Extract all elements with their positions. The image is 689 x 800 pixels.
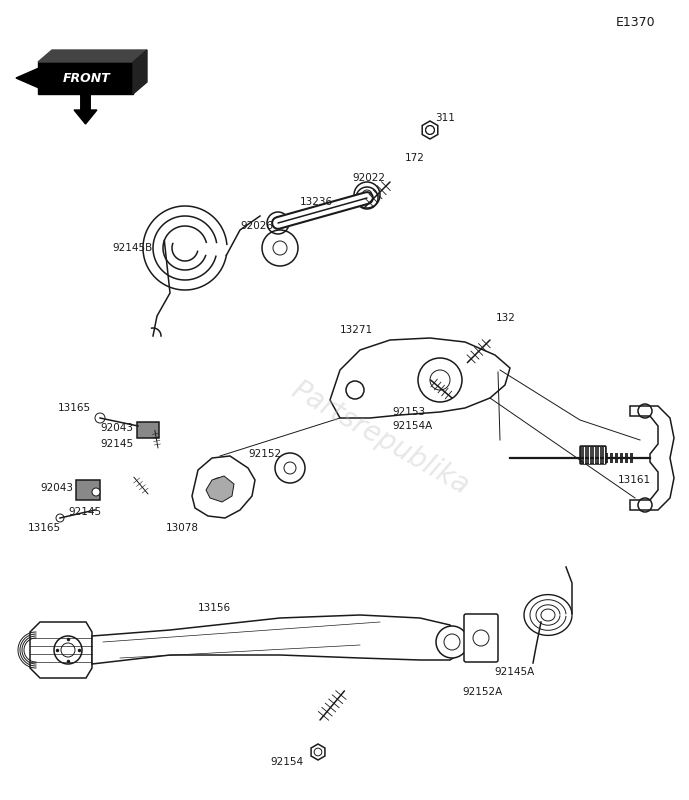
Text: 92043: 92043 bbox=[40, 483, 73, 493]
FancyBboxPatch shape bbox=[76, 480, 100, 500]
FancyBboxPatch shape bbox=[610, 453, 613, 463]
Text: 92043: 92043 bbox=[100, 423, 133, 433]
Text: 13161: 13161 bbox=[618, 475, 651, 485]
Text: 92145A: 92145A bbox=[494, 667, 534, 677]
Text: FRONT: FRONT bbox=[63, 71, 111, 85]
Text: 132: 132 bbox=[496, 313, 516, 323]
Polygon shape bbox=[38, 62, 133, 94]
Polygon shape bbox=[92, 615, 462, 664]
Text: 13078: 13078 bbox=[166, 523, 199, 533]
Text: 13236: 13236 bbox=[300, 197, 333, 207]
Circle shape bbox=[418, 358, 462, 402]
Text: 92145: 92145 bbox=[100, 439, 133, 449]
Text: 92145: 92145 bbox=[68, 507, 101, 517]
FancyBboxPatch shape bbox=[620, 453, 623, 463]
Text: 92154: 92154 bbox=[270, 757, 303, 767]
Text: 311: 311 bbox=[435, 113, 455, 123]
FancyBboxPatch shape bbox=[464, 614, 498, 662]
FancyBboxPatch shape bbox=[625, 453, 628, 463]
FancyBboxPatch shape bbox=[605, 453, 608, 463]
Polygon shape bbox=[330, 338, 510, 418]
Polygon shape bbox=[74, 94, 97, 124]
Text: 13165: 13165 bbox=[28, 523, 61, 533]
FancyBboxPatch shape bbox=[615, 453, 618, 463]
Text: 92022: 92022 bbox=[352, 173, 385, 183]
Text: 172: 172 bbox=[405, 153, 425, 163]
Polygon shape bbox=[133, 50, 147, 94]
Text: 92154A: 92154A bbox=[392, 421, 432, 431]
FancyBboxPatch shape bbox=[630, 453, 633, 463]
Polygon shape bbox=[38, 50, 147, 62]
Text: E1370: E1370 bbox=[615, 15, 655, 29]
Text: 92152: 92152 bbox=[248, 449, 281, 459]
Circle shape bbox=[210, 478, 230, 498]
Polygon shape bbox=[192, 456, 255, 518]
Polygon shape bbox=[630, 406, 674, 510]
Text: Partsrepublika: Partsrepublika bbox=[286, 376, 474, 500]
Text: 92145B: 92145B bbox=[112, 243, 152, 253]
Text: 92026: 92026 bbox=[240, 221, 273, 231]
Polygon shape bbox=[206, 476, 234, 502]
Circle shape bbox=[346, 381, 364, 399]
Text: 13165: 13165 bbox=[58, 403, 91, 413]
Polygon shape bbox=[16, 68, 38, 88]
Text: 13156: 13156 bbox=[198, 603, 231, 613]
FancyBboxPatch shape bbox=[600, 453, 603, 463]
Circle shape bbox=[92, 488, 100, 496]
FancyBboxPatch shape bbox=[137, 422, 159, 438]
Text: 92152A: 92152A bbox=[462, 687, 502, 697]
Polygon shape bbox=[30, 622, 92, 678]
Circle shape bbox=[54, 636, 82, 664]
FancyBboxPatch shape bbox=[580, 446, 606, 464]
Circle shape bbox=[436, 626, 468, 658]
Text: 92153: 92153 bbox=[392, 407, 425, 417]
Text: 13271: 13271 bbox=[340, 325, 373, 335]
FancyBboxPatch shape bbox=[595, 453, 598, 463]
